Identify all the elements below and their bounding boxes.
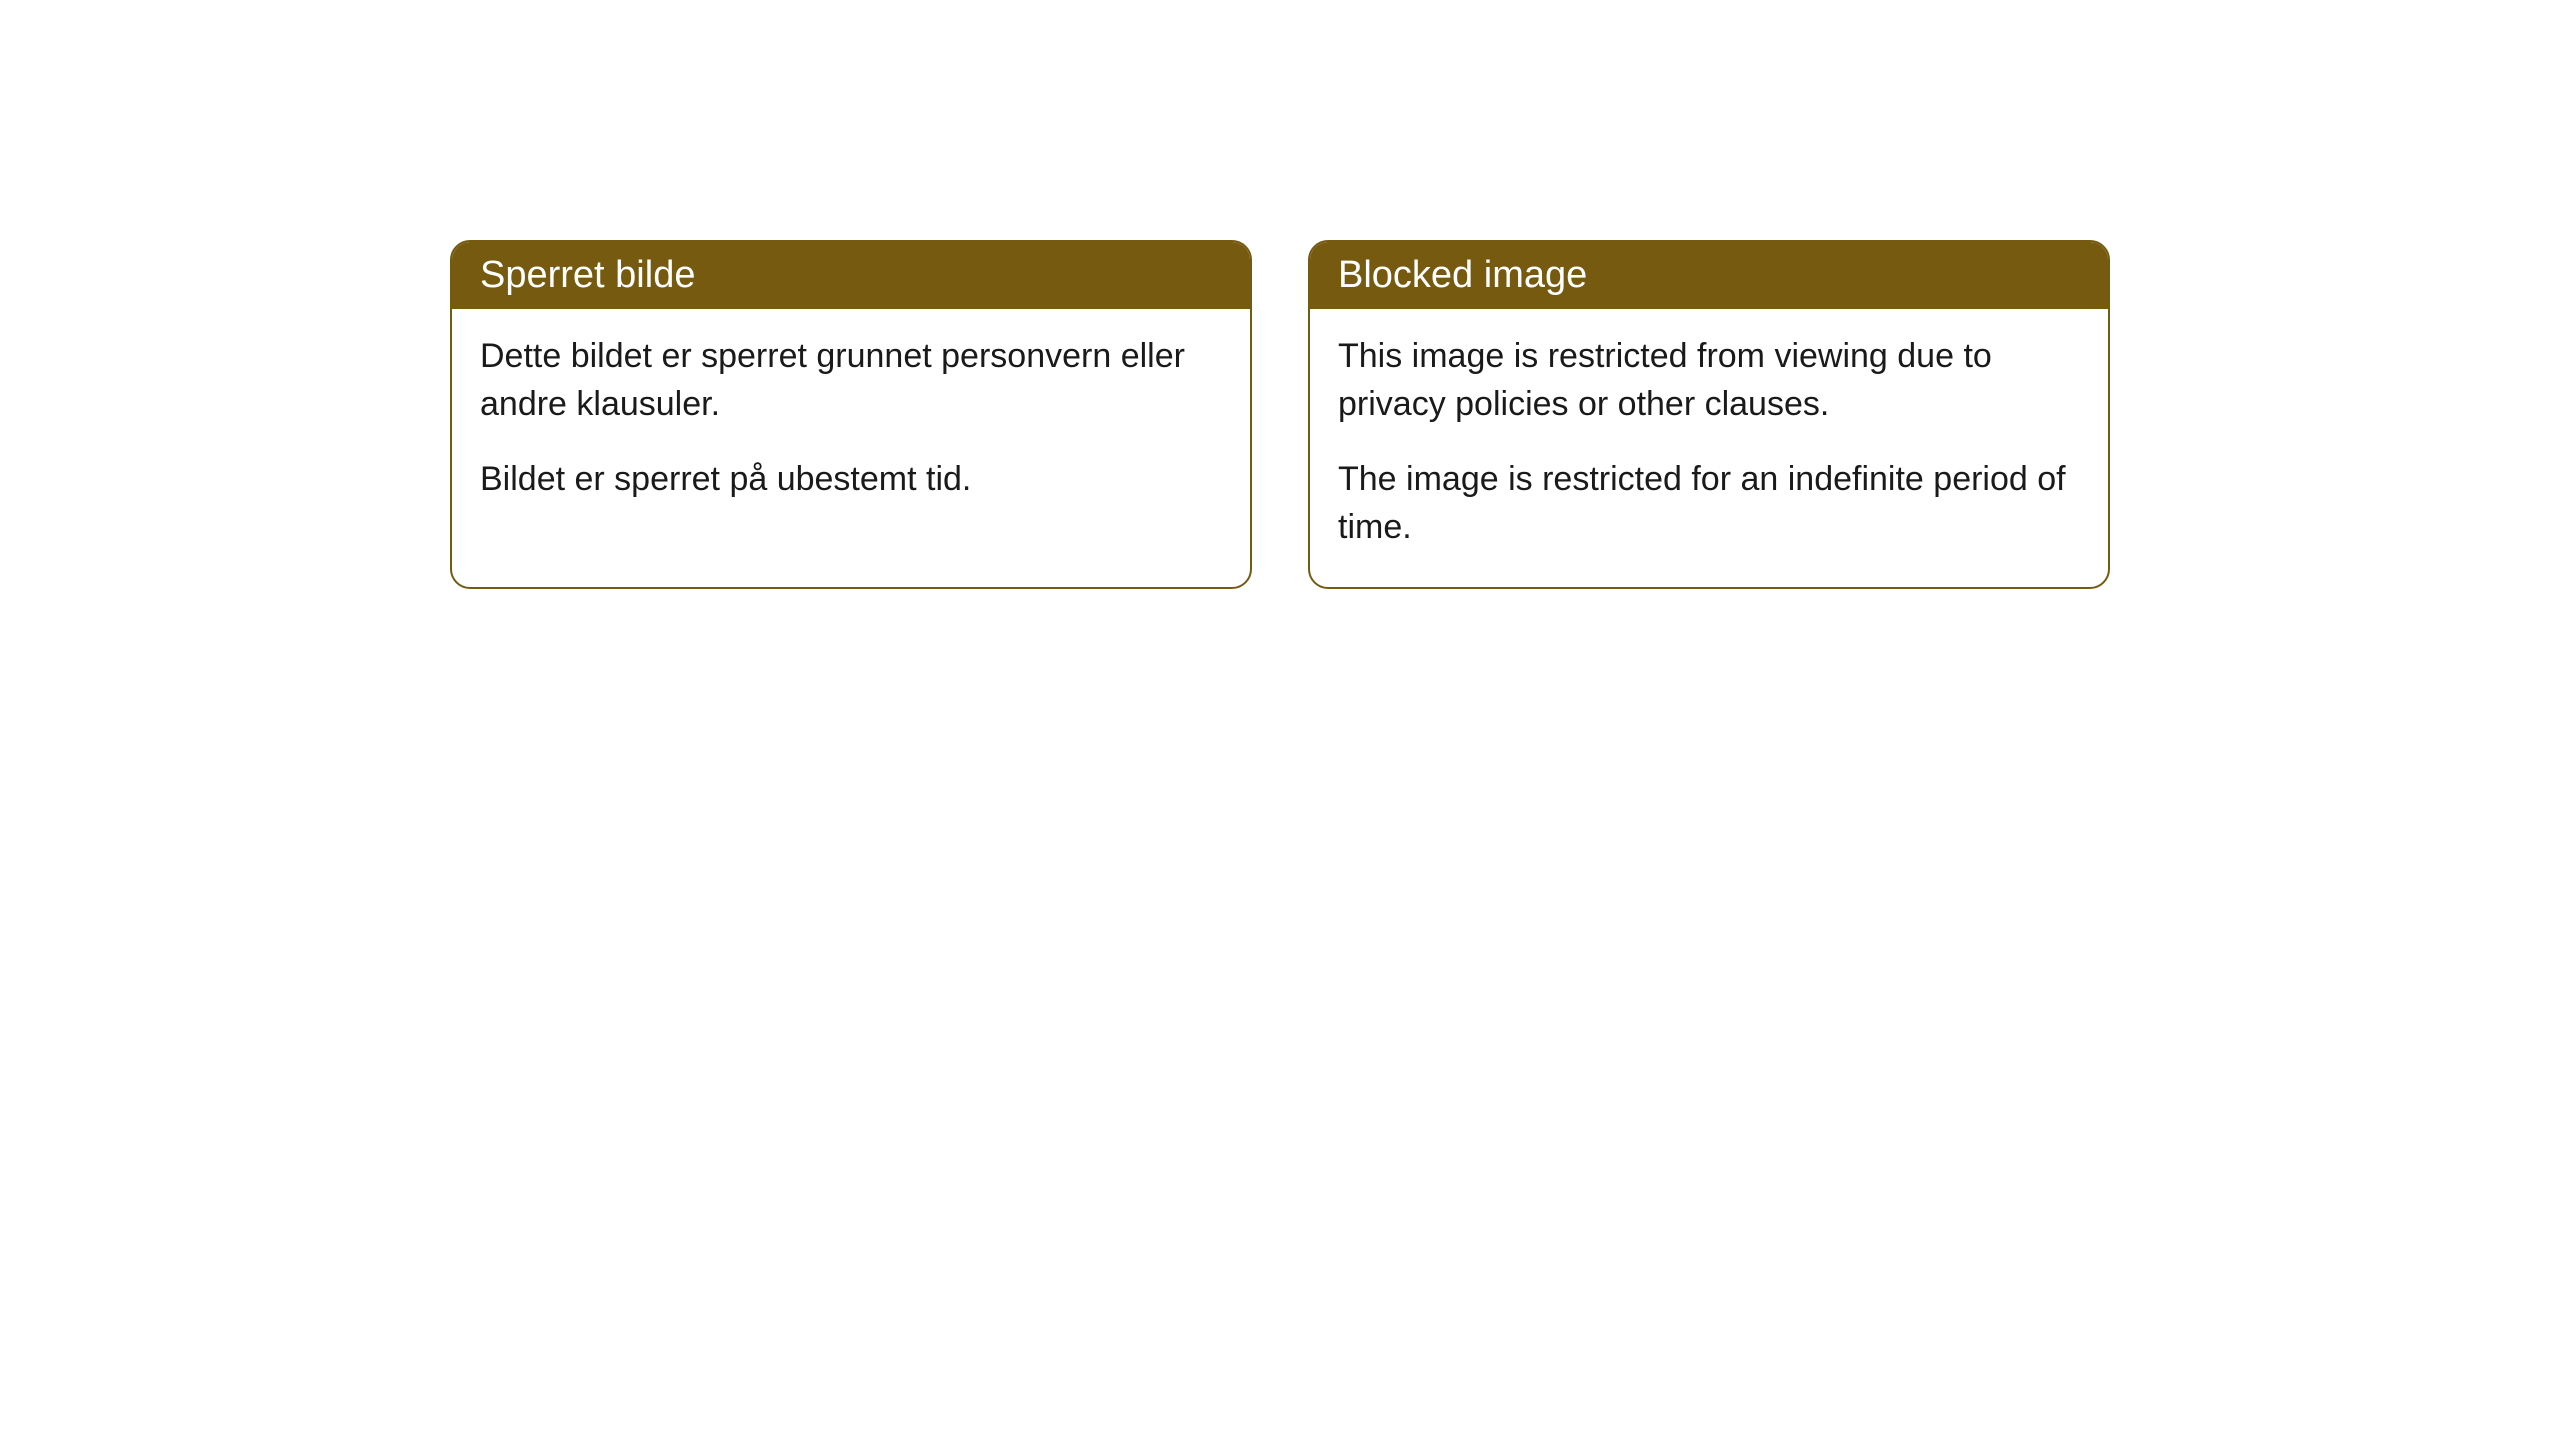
card-paragraph-1-norwegian: Dette bildet er sperret grunnet personve… (480, 333, 1222, 428)
cards-container: Sperret bilde Dette bildet er sperret gr… (450, 240, 2560, 589)
card-header-english: Blocked image (1310, 242, 2108, 309)
card-norwegian: Sperret bilde Dette bildet er sperret gr… (450, 240, 1252, 589)
card-body-english: This image is restricted from viewing du… (1310, 309, 2108, 587)
card-paragraph-2-english: The image is restricted for an indefinit… (1338, 456, 2080, 551)
card-english: Blocked image This image is restricted f… (1308, 240, 2110, 589)
card-paragraph-1-english: This image is restricted from viewing du… (1338, 333, 2080, 428)
card-header-norwegian: Sperret bilde (452, 242, 1250, 309)
card-paragraph-2-norwegian: Bildet er sperret på ubestemt tid. (480, 456, 1222, 504)
card-body-norwegian: Dette bildet er sperret grunnet personve… (452, 309, 1250, 540)
